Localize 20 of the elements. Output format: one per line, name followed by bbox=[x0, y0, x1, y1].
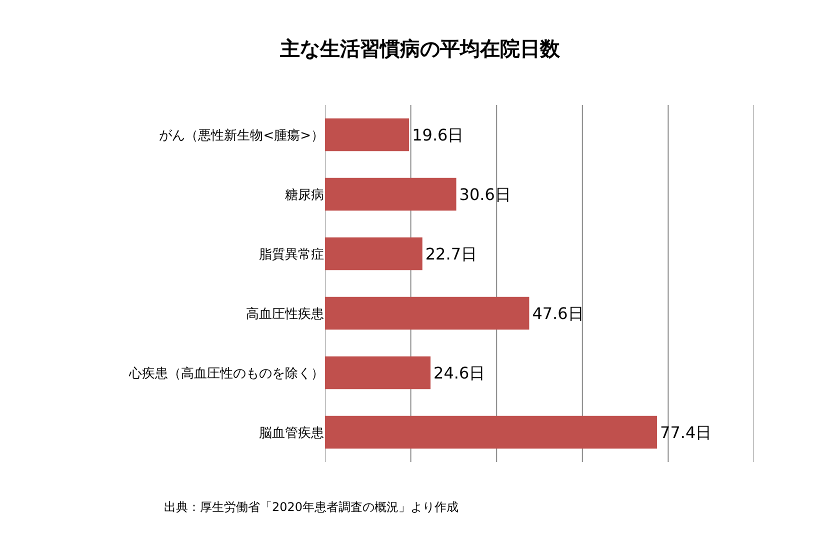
bar bbox=[325, 356, 431, 390]
y-tick-label: 脳血管疾患 bbox=[259, 426, 324, 441]
y-tick-label: 糖尿病 bbox=[285, 188, 324, 203]
y-tick-label: 高血圧性疾患 bbox=[246, 306, 324, 322]
y-tick-label: がん（悪性新生物<腫瘍>） bbox=[159, 128, 324, 144]
data-label: 22.7日 bbox=[425, 244, 478, 264]
bar bbox=[325, 416, 658, 449]
bar bbox=[325, 296, 530, 330]
y-tick-label: 脂質異常症 bbox=[259, 247, 324, 262]
y-tick-label: 心疾患（高血圧性のものを除く） bbox=[128, 365, 324, 382]
bar bbox=[325, 178, 456, 211]
source-note: 出典：厚生労働省「2020年患者調査の概況」より作成 bbox=[164, 500, 459, 514]
data-label: 30.6日 bbox=[459, 184, 511, 204]
data-label: 24.6日 bbox=[434, 363, 486, 382]
chart-title: 主な生活習慣病の平均在院日数 bbox=[279, 36, 561, 61]
data-label: 19.6日 bbox=[412, 125, 464, 144]
bar bbox=[325, 118, 410, 152]
bar bbox=[325, 237, 422, 270]
data-label: 77.4日 bbox=[660, 422, 712, 442]
data-label: 47.6日 bbox=[532, 304, 584, 323]
